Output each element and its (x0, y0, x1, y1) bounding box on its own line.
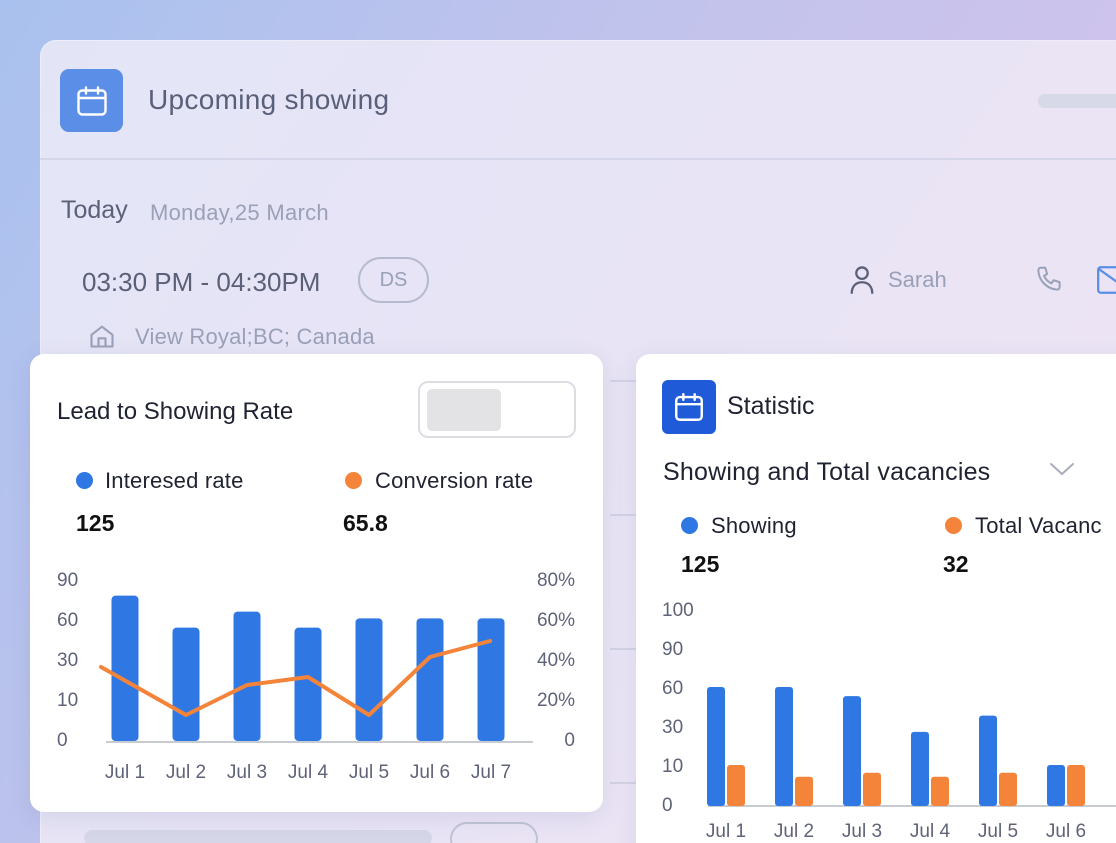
legend-dot-conversion (345, 472, 362, 489)
mail-icon[interactable] (1096, 266, 1116, 299)
legend-label-conversion: Conversion rate (375, 468, 534, 493)
x-tick-label: Jul 1 (706, 821, 746, 842)
x-tick-label: Jul 5 (978, 821, 1018, 842)
lead-rate-chart: 90 60 30 10 0 80% 60% 40% 20% 0 Jul 1 Jul 2 Jul 3 Jul… (57, 570, 575, 783)
legend-value-vacancies: 32 (943, 551, 969, 577)
statistic-card: Statistic Showing and Total vacancies Sh… (636, 354, 1116, 843)
legend-label-interest: Interesed rate (105, 468, 244, 493)
bar-interest (172, 627, 200, 741)
panel-header: Upcoming showing (40, 40, 1116, 160)
bar-vacancies (863, 772, 881, 806)
bar-interest (111, 595, 139, 741)
bar-showing (843, 696, 861, 806)
legend-dot-vacancies (945, 517, 962, 534)
y-tick-label: 0 (57, 730, 68, 751)
card-title: Lead to Showing Rate (57, 398, 294, 425)
chevron-down-icon[interactable] (1048, 460, 1076, 483)
legend-label-showing: Showing (711, 513, 797, 538)
y2-tick-label: 20% (537, 690, 575, 711)
bar-vacancies (1067, 765, 1085, 806)
panel-title: Upcoming showing (148, 84, 390, 115)
x-tick-label: Jul 2 (774, 821, 814, 842)
legend-value-interest: 125 (76, 510, 115, 536)
bar-interest (294, 627, 322, 741)
x-tick-label: Jul 4 (288, 762, 329, 783)
x-tick-label: Jul 3 (227, 762, 267, 783)
y-tick-label: 60 (57, 610, 78, 631)
x-tick-label: Jul 7 (471, 762, 511, 783)
y-tick-label: 0 (662, 795, 673, 816)
agent-name: Sarah (888, 267, 947, 292)
lead-to-showing-card: Lead to Showing Rate Interesed rate 125 … (30, 354, 603, 812)
y-tick-label: 10 (57, 690, 78, 711)
y-tick-label: 90 (57, 570, 78, 591)
home-icon (88, 322, 116, 355)
bar-vacancies (727, 765, 745, 806)
y-tick-label: 100 (662, 600, 694, 621)
line-conversion (99, 639, 492, 717)
x-tick-label: Jul 6 (1046, 821, 1086, 842)
calendar-icon (662, 380, 716, 434)
today-date: Monday,25 March (150, 200, 329, 225)
x-tick-label: Jul 1 (105, 762, 145, 783)
bar-vacancies (931, 776, 949, 806)
bar-interest (477, 618, 505, 741)
view-toggle[interactable] (418, 381, 576, 438)
y-tick-label: 90 (662, 639, 683, 660)
metric-select[interactable]: Showing and Total vacancies (663, 458, 991, 486)
x-tick-label: Jul 2 (166, 762, 206, 783)
y2-tick-label: 0 (564, 730, 575, 751)
x-tick-label: Jul 3 (842, 821, 882, 842)
legend-dot-showing (681, 517, 698, 534)
y-tick-label: 30 (662, 717, 683, 738)
legend-value-conversion: 65.8 (343, 510, 388, 536)
y2-tick-label: 80% (537, 570, 575, 591)
bar-vacancies (795, 776, 813, 806)
bar-showing (707, 687, 725, 806)
y-tick-label: 10 (662, 756, 683, 777)
card-title: Statistic (727, 392, 815, 420)
legend-label-vacancies: Total Vacanc (975, 513, 1102, 538)
y-tick-label: 30 (57, 650, 78, 671)
search-placeholder-bar (1038, 94, 1116, 108)
placeholder-bar (84, 830, 432, 843)
placeholder-pill (450, 822, 538, 843)
calendar-icon (60, 69, 123, 132)
legend-value-showing: 125 (681, 551, 720, 577)
bar-showing (1047, 765, 1065, 806)
phone-icon[interactable] (1034, 264, 1064, 299)
bar-showing (911, 731, 929, 806)
bar-vacancies (999, 772, 1017, 806)
initials-badge[interactable]: DS (358, 257, 429, 303)
x-tick-label: Jul 6 (410, 762, 450, 783)
x-tick-label: Jul 5 (349, 762, 389, 783)
x-tick-label: Jul 4 (910, 821, 951, 842)
bar-interest (355, 618, 383, 741)
y2-tick-label: 40% (537, 650, 575, 671)
legend-dot-interest (76, 472, 93, 489)
y2-tick-label: 60% (537, 610, 575, 631)
toggle-knob (427, 389, 501, 431)
person-icon (848, 264, 876, 301)
y-tick-label: 60 (662, 678, 683, 699)
property-address: View Royal;BC; Canada (135, 324, 375, 349)
today-label: Today (61, 196, 128, 224)
bar-showing (775, 687, 793, 806)
showing-time: 03:30 PM - 04:30PM (82, 267, 321, 297)
bar-showing (979, 715, 997, 806)
bar-interest (233, 611, 261, 741)
bar-interest (416, 618, 444, 741)
